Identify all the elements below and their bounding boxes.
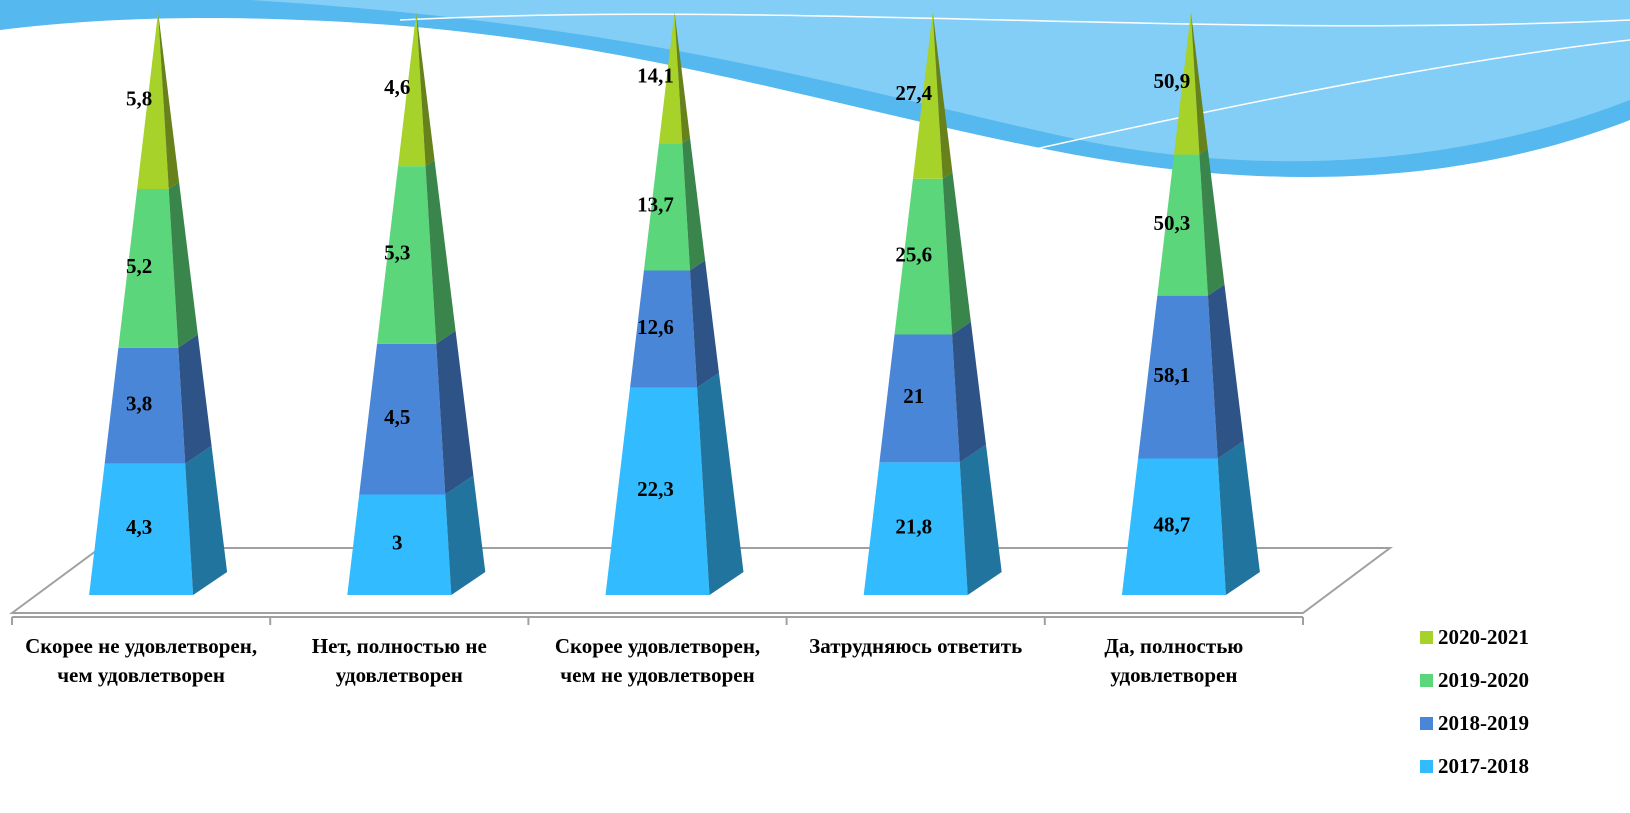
pyramid-segment <box>658 12 683 144</box>
pyramid-segment <box>89 463 194 595</box>
pyramid-segment-side <box>1190 12 1208 155</box>
pyramid-segment <box>894 178 953 335</box>
pyramid-segment <box>1174 12 1200 155</box>
legend-swatch <box>1420 717 1433 730</box>
pyramid-segment-side <box>178 334 212 464</box>
data-label: 4,6 <box>384 75 410 99</box>
data-label: 5,3 <box>384 241 410 265</box>
pyramid-segment-side <box>1199 149 1225 296</box>
data-label: 48,7 <box>1154 513 1191 537</box>
pyramid-segment-side <box>674 12 691 144</box>
x-tick-label: Скорее не удовлетворен, чем удовлетворен <box>25 634 258 687</box>
data-label: 58,1 <box>1154 363 1191 387</box>
data-label: 27,4 <box>895 81 932 105</box>
pyramid-segment <box>347 494 452 595</box>
pyramid-segment <box>605 387 710 595</box>
pyramid-segment <box>118 189 179 348</box>
data-label: 3 <box>392 531 403 555</box>
data-label: 21 <box>903 384 924 408</box>
pyramid-segment-side <box>436 330 474 495</box>
data-label: 14,1 <box>637 63 674 87</box>
pyramid-segment <box>630 270 698 388</box>
pyramid-segment <box>377 166 437 344</box>
data-label: 50,3 <box>1154 211 1191 235</box>
data-label: 25,6 <box>895 242 932 266</box>
x-tick-label: Нет, полностью не удовлетворен <box>311 634 487 687</box>
pyramid-segment-side <box>932 12 953 179</box>
pyramid-segment <box>863 462 968 595</box>
pyramid-segment <box>912 12 943 179</box>
pyramid-segment-side <box>942 172 971 335</box>
pyramid-segment-side <box>1207 284 1244 459</box>
pyramid-segment-side <box>158 12 180 190</box>
legend-label: 2019-2020 <box>1438 668 1529 692</box>
pyramid-segment-side <box>697 372 744 595</box>
pyramid-segment <box>643 143 691 271</box>
x-tick-label: Скорее удовлетворен, чем не удовлетворен <box>554 634 761 687</box>
background-wave <box>0 0 1630 181</box>
pyramid-segment-side <box>445 475 486 595</box>
pyramid-segment <box>1138 295 1218 459</box>
pyramid-segment <box>104 347 186 464</box>
legend-swatch <box>1420 631 1433 644</box>
x-tick-label: Да, полностью удовлетворен <box>1104 634 1244 687</box>
pyramid-segment-side <box>682 137 706 271</box>
pyramid-segment-side <box>416 12 435 167</box>
pyramid-segment-side <box>425 160 456 344</box>
pyramid-segment <box>359 343 446 495</box>
pyramid-segment <box>1121 458 1226 595</box>
legend-label: 2020-2021 <box>1438 625 1529 649</box>
data-label: 21,8 <box>895 514 932 538</box>
pyramid-segment-side <box>952 321 986 463</box>
pyramid-segment-side <box>1217 440 1260 595</box>
data-label: 5,2 <box>126 254 152 278</box>
pyramid-segment <box>398 12 426 167</box>
data-label: 4,5 <box>384 405 410 429</box>
data-label: 50,9 <box>1154 69 1191 93</box>
legend-item: 2018-2019 <box>1420 711 1529 736</box>
pyramid-segment <box>1157 154 1208 296</box>
data-label: 13,7 <box>637 193 674 217</box>
pyramid-segment-side <box>185 445 228 595</box>
legend-item: 2017-2018 <box>1420 754 1529 779</box>
data-label: 3,8 <box>126 392 152 416</box>
legend-item: 2020-2021 <box>1420 625 1529 650</box>
data-label: 12,6 <box>637 315 674 339</box>
data-label: 4,3 <box>126 515 152 539</box>
legend-swatch <box>1420 674 1433 687</box>
pyramid-segment-side <box>690 260 719 388</box>
legend-swatch <box>1420 760 1433 773</box>
pyramid-segment <box>879 334 960 463</box>
pyramid-segment <box>137 12 169 190</box>
legend-label: 2018-2019 <box>1438 711 1529 735</box>
data-label: 5,8 <box>126 86 152 110</box>
pyramid-segment-side <box>959 444 1002 595</box>
data-label: 22,3 <box>637 477 674 501</box>
legend-item: 2019-2020 <box>1420 668 1529 693</box>
legend-label: 2017-2018 <box>1438 754 1529 778</box>
x-tick-label: Затрудняюсь ответить <box>809 634 1023 658</box>
pyramid-segment-side <box>168 182 198 348</box>
